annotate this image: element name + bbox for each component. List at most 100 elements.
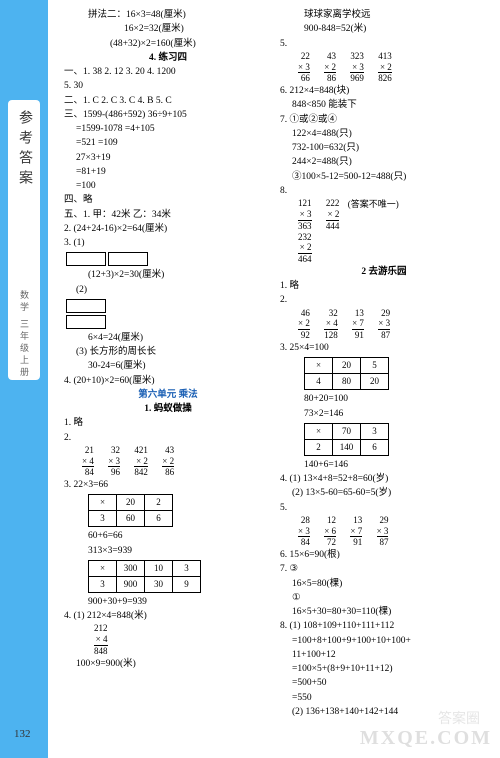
- text: 一、1. 38 2. 12 3. 20 4. 1200: [64, 65, 272, 79]
- text: 244×2=488(只): [280, 155, 488, 169]
- text: 四、略: [64, 193, 272, 207]
- text: =100×5+(8+9+10+11+12): [280, 662, 488, 676]
- text: 30-24=6(厘米): [64, 359, 272, 373]
- text: 16×5=80(棵): [280, 577, 488, 591]
- text: 二、1. C 2. C 3. C 4. B 5. C: [64, 94, 272, 108]
- grid-table: ×205 48020: [304, 357, 389, 390]
- text: ①: [280, 591, 488, 605]
- text: (2): [64, 283, 272, 297]
- sidebar: 参考答案 数学 三年级上册 132: [0, 0, 48, 758]
- text: =81+19: [64, 165, 272, 179]
- text: 8.: [280, 184, 488, 198]
- vmul: 29× 387: [377, 515, 389, 548]
- grid-table: ×202 3606: [88, 494, 173, 527]
- text: 122×4=488(只): [280, 127, 488, 141]
- text: 3. 22×3=66: [64, 478, 272, 492]
- text: 2.: [64, 431, 272, 445]
- mult-row: 22× 366 43× 286 323× 3969 413× 2826: [280, 51, 488, 84]
- text: 五、1. 甲：42米 乙：34米: [64, 208, 272, 222]
- section-title: 2 去游乐园: [280, 265, 488, 279]
- text: =550: [280, 691, 488, 705]
- text: (12+3)×2=30(厘米): [64, 268, 272, 282]
- sidebar-sub: 数学 三年级上册: [18, 290, 31, 379]
- text: 4. (1) 212×4=848(米): [64, 609, 272, 623]
- vmul: 21× 484: [82, 445, 94, 478]
- text: 5.: [280, 501, 488, 515]
- vmul: 43× 286: [162, 445, 174, 478]
- text: (48+32)×2=160(厘米): [64, 37, 272, 51]
- text: 2.: [280, 293, 488, 307]
- vmul: 323× 3969: [350, 51, 364, 84]
- text: 1. 略: [64, 416, 272, 430]
- text: 27×3+19: [64, 151, 272, 165]
- mult-row: 28× 384 12× 672 13× 791 29× 387: [280, 515, 488, 548]
- text: 7. ①或②或④: [280, 113, 488, 127]
- note: (答案不唯一): [348, 199, 399, 209]
- text: (2) 13×5-60=65-60=5(岁): [280, 486, 488, 500]
- vmul: 43× 286: [324, 51, 336, 84]
- grid-table: ×703 21406: [304, 423, 389, 456]
- vmul: 121× 3363: [298, 198, 312, 231]
- text: 3. (1): [64, 236, 272, 250]
- text: 73×2=146: [280, 407, 488, 421]
- vmul: 212× 4848: [94, 623, 108, 656]
- vmul: 29× 387: [378, 308, 390, 341]
- text: 11+100+12: [280, 648, 488, 662]
- text: =100: [64, 179, 272, 193]
- vmul: 32× 396: [108, 445, 120, 478]
- text: =500+50: [280, 676, 488, 690]
- text: 2. (24+24-16)×2=64(厘米): [64, 222, 272, 236]
- text: 1. 略: [280, 279, 488, 293]
- vmul: 421× 2842: [134, 445, 148, 478]
- text: 5.: [280, 37, 488, 51]
- text: 900-848=52(米): [280, 22, 488, 36]
- text: 6. 212×4=848(块): [280, 84, 488, 98]
- vmul: 22× 366: [298, 51, 310, 84]
- text: 7. ③: [280, 562, 488, 576]
- mult-row: 21× 484 32× 396 421× 2842 43× 286: [64, 445, 272, 478]
- mult-row: 121× 3363 222× 2444 (答案不唯一): [280, 198, 488, 231]
- mult-row: 46× 292 32× 4128 13× 791 29× 387: [280, 308, 488, 341]
- vmul: 13× 791: [352, 308, 364, 341]
- text: 8. (1) 108+109+110+111+112: [280, 619, 488, 633]
- section-title: 4. 练习四: [64, 51, 272, 65]
- watermark-sub: 答案圈: [438, 708, 480, 728]
- text: =521 =109: [64, 136, 272, 150]
- vmul: 13× 791: [350, 515, 362, 548]
- text: 16×5+30=80+30=110(棵): [280, 605, 488, 619]
- text: =100+8+100+9+100+10+100+: [280, 634, 488, 648]
- sidebar-title: 参考答案: [14, 110, 34, 190]
- text: ③100×5-12=500-12=488(只): [280, 170, 488, 184]
- vmul: 222× 2444: [326, 198, 340, 231]
- text: 140+6=146: [280, 458, 488, 472]
- text: 732-100=632(只): [280, 141, 488, 155]
- text: 4. (20+10)×2=60(厘米): [64, 374, 272, 388]
- grid-table: ×300103 3900309: [88, 560, 201, 593]
- blank-grid: [64, 250, 150, 268]
- page-number: 132: [14, 728, 31, 740]
- blank-grid: [64, 297, 108, 331]
- text: 3. 25×4=100: [280, 341, 488, 355]
- text: 100×9=900(米): [64, 657, 272, 671]
- vmul: 232× 2464: [298, 232, 312, 265]
- text: (3) 长方形的周长长: [64, 345, 272, 359]
- text: 80+20=100: [280, 392, 488, 406]
- section-title: 1. 蚂蚁做操: [64, 402, 272, 416]
- text: 16×2=32(厘米): [64, 22, 272, 36]
- vmul: 46× 292: [298, 308, 310, 341]
- text: 4. (1) 13×4+8=52+8=60(岁): [280, 472, 488, 486]
- text: 三、1599-(486+592) 36÷9+105: [64, 108, 272, 122]
- left-column: 拼法二：16×3=48(厘米) 16×2=32(厘米) (48+32)×2=16…: [60, 8, 276, 750]
- text: 848<850 能装下: [280, 98, 488, 112]
- vmul: 32× 4128: [324, 308, 338, 341]
- text: 6×4=24(厘米): [64, 331, 272, 345]
- vmul: 28× 384: [298, 515, 310, 548]
- unit-title: 第六单元 乘法: [64, 388, 272, 402]
- text: =1599-1078 =4+105: [64, 122, 272, 136]
- right-column: 球球家离学校远 900-848=52(米) 5. 22× 366 43× 286…: [276, 8, 492, 750]
- content: 拼法二：16×3=48(厘米) 16×2=32(厘米) (48+32)×2=16…: [60, 8, 492, 750]
- text: 313×3=939: [64, 544, 272, 558]
- text: 900+30+9=939: [64, 595, 272, 609]
- vmul: 413× 2826: [378, 51, 392, 84]
- watermark-main: MXQE.COM: [360, 727, 492, 750]
